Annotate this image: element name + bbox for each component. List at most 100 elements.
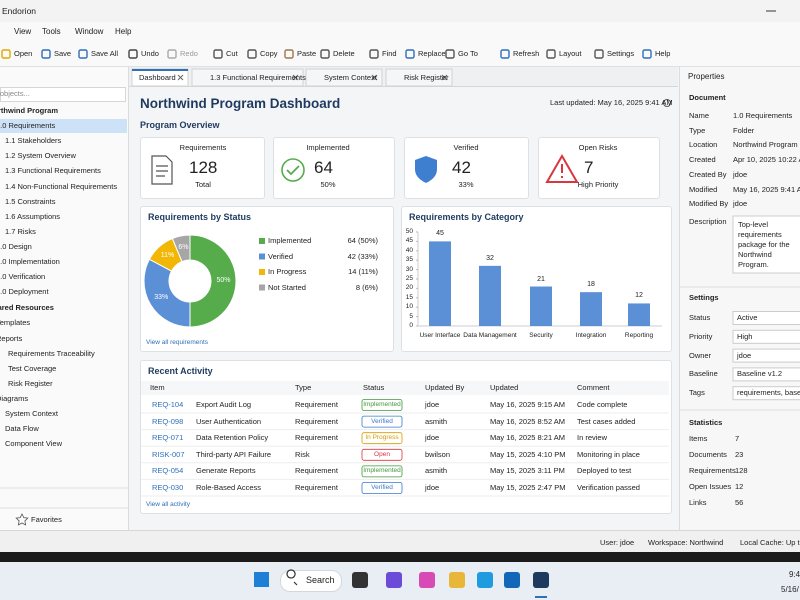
taskbar-search[interactable] bbox=[280, 570, 342, 592]
kpi-note: High Priority bbox=[577, 180, 619, 189]
slice-label: 11% bbox=[160, 252, 175, 260]
tree-item[interactable]: Requirements Traceability bbox=[8, 348, 95, 358]
toolbar-button[interactable]: Find bbox=[382, 49, 397, 58]
stat-value: 56 bbox=[735, 498, 744, 507]
toolbar-button[interactable]: Copy bbox=[260, 49, 278, 58]
bar bbox=[580, 292, 602, 326]
tree-item[interactable]: Shared Resources bbox=[0, 303, 54, 313]
toolbar-button[interactable]: Save All bbox=[91, 49, 119, 58]
slice-label: 6% bbox=[178, 244, 189, 252]
tree-item[interactable]: 1.7 Risks bbox=[5, 226, 36, 236]
kpi-value: 42 bbox=[452, 158, 471, 177]
tree-item[interactable]: 3.0 Implementation bbox=[0, 257, 60, 266]
group-title: Document bbox=[689, 93, 726, 102]
title-bar bbox=[0, 0, 800, 22]
tree-item[interactable]: 1.0 Requirements bbox=[0, 121, 56, 131]
toolbar-icon bbox=[247, 49, 257, 59]
tree-item[interactable]: Test Coverage bbox=[8, 363, 57, 373]
tree-item[interactable]: 1.5 Constraints bbox=[5, 196, 56, 206]
setting-value[interactable]: Active bbox=[737, 313, 758, 322]
toolbar-button[interactable]: Delete bbox=[333, 49, 355, 58]
kpi-note: 33% bbox=[458, 180, 474, 189]
item-id[interactable]: REQ-054 bbox=[152, 466, 184, 476]
tab-label[interactable]: System Context bbox=[324, 73, 377, 82]
link[interactable]: View all requirements bbox=[146, 339, 209, 346]
menu-item[interactable]: View bbox=[14, 27, 32, 36]
y-tick-label: 15 bbox=[405, 293, 413, 301]
tree-item[interactable]: System Context bbox=[5, 409, 58, 418]
menu-item[interactable]: Help bbox=[115, 27, 132, 36]
toolbar-button[interactable]: Refresh bbox=[513, 49, 540, 58]
menu-bar bbox=[0, 22, 800, 42]
tab-label[interactable]: Dashboard bbox=[139, 73, 176, 82]
y-tick-label: 10 bbox=[405, 303, 413, 311]
donut-slice bbox=[189, 234, 237, 328]
last-updated: Last updated: May 16, 2025 9:41 AM bbox=[550, 98, 673, 107]
item-type: Requirement bbox=[295, 483, 338, 492]
tree-item[interactable]: Component View bbox=[5, 439, 62, 449]
link[interactable]: View all activity bbox=[146, 501, 190, 508]
tree-item[interactable]: Data Flow bbox=[5, 424, 39, 434]
tree-item[interactable]: Templates bbox=[0, 318, 31, 328]
stat-label: Items bbox=[689, 434, 708, 443]
tab-label[interactable]: Risk Register bbox=[404, 73, 449, 82]
active-indicator bbox=[535, 596, 547, 598]
menu-item[interactable]: Tools bbox=[42, 27, 61, 36]
setting-value[interactable]: jdoe bbox=[737, 350, 752, 360]
toolbar-button[interactable]: Settings bbox=[607, 49, 635, 58]
tab-close bbox=[177, 74, 184, 81]
updated-at: May 16, 2025 8:52 AM bbox=[490, 416, 566, 426]
tree-item[interactable]: 1.1 Stakeholders bbox=[5, 136, 62, 146]
setting-value[interactable]: Baseline v1.2 bbox=[737, 369, 783, 379]
properties-panel bbox=[679, 67, 800, 530]
tree-item[interactable]: 4.0 Verification bbox=[0, 272, 46, 282]
toolbar-button[interactable]: Cut bbox=[226, 49, 238, 58]
item-id[interactable]: REQ-104 bbox=[152, 400, 184, 409]
toolbar-button[interactable]: Undo bbox=[141, 49, 159, 58]
toolbar-icon bbox=[1, 49, 11, 59]
search-placeholder: Search objects... bbox=[0, 89, 30, 98]
toolbar-button[interactable]: Help bbox=[655, 49, 671, 58]
description-box bbox=[732, 215, 800, 274]
stat-label: Requirements bbox=[689, 466, 736, 475]
updated-by: jdoe bbox=[425, 400, 440, 409]
prop-label: Status bbox=[689, 313, 711, 322]
explorer-search[interactable] bbox=[0, 87, 126, 102]
tree-item[interactable]: Diagrams bbox=[0, 393, 29, 403]
menu-item[interactable]: Window bbox=[75, 27, 104, 36]
prop-label: Tags bbox=[689, 388, 705, 398]
item-id[interactable]: REQ-030 bbox=[152, 483, 184, 492]
tree-item[interactable]: 1.4 Non-Functional Requirements bbox=[5, 181, 118, 191]
tree-item[interactable]: Northwind Program bbox=[0, 106, 59, 115]
tree-item[interactable]: 2.0 Design bbox=[0, 241, 32, 251]
toolbar-button[interactable]: Layout bbox=[559, 49, 582, 58]
tree-item[interactable]: Reports bbox=[0, 333, 23, 343]
comment: Verification passed bbox=[577, 483, 640, 492]
taskbar-search-text[interactable]: Search bbox=[306, 575, 335, 585]
toolbar bbox=[0, 42, 800, 67]
column-header: Type bbox=[295, 383, 312, 392]
status-text: Implemented bbox=[363, 467, 401, 475]
setting-value[interactable]: requirements, baseline bbox=[737, 388, 800, 398]
favorites-tab[interactable]: Favorites bbox=[31, 515, 62, 524]
toolbar-button[interactable]: Replace bbox=[418, 49, 446, 58]
tab-active-bar bbox=[132, 69, 188, 71]
tab-label[interactable]: 1.3 Functional Requirements bbox=[210, 73, 306, 82]
tree-item[interactable]: Risk Register bbox=[8, 378, 53, 388]
tree-item[interactable]: 1.6 Assumptions bbox=[5, 211, 61, 221]
tree-item[interactable]: 1.2 System Overview bbox=[5, 151, 76, 161]
setting-value[interactable]: High bbox=[737, 331, 753, 341]
item-id[interactable]: REQ-071 bbox=[152, 433, 184, 443]
tree-item[interactable]: 1.3 Functional Requirements bbox=[5, 166, 101, 176]
item-id[interactable]: RISK-007 bbox=[152, 449, 185, 459]
tree-item[interactable]: 5.0 Deployment bbox=[0, 287, 49, 297]
toolbar-button[interactable]: Save bbox=[54, 49, 72, 58]
toolbar-button[interactable]: Redo bbox=[180, 49, 198, 58]
toolbar-button[interactable]: Paste bbox=[297, 49, 317, 58]
panel-title: Properties bbox=[688, 72, 725, 81]
y-tick-label: 50 bbox=[405, 228, 413, 235]
toolbar-button[interactable]: Go To bbox=[458, 49, 478, 58]
item-id[interactable]: REQ-098 bbox=[152, 416, 184, 426]
toolbar-button[interactable]: Open bbox=[14, 49, 33, 58]
search-icon bbox=[286, 569, 298, 586]
